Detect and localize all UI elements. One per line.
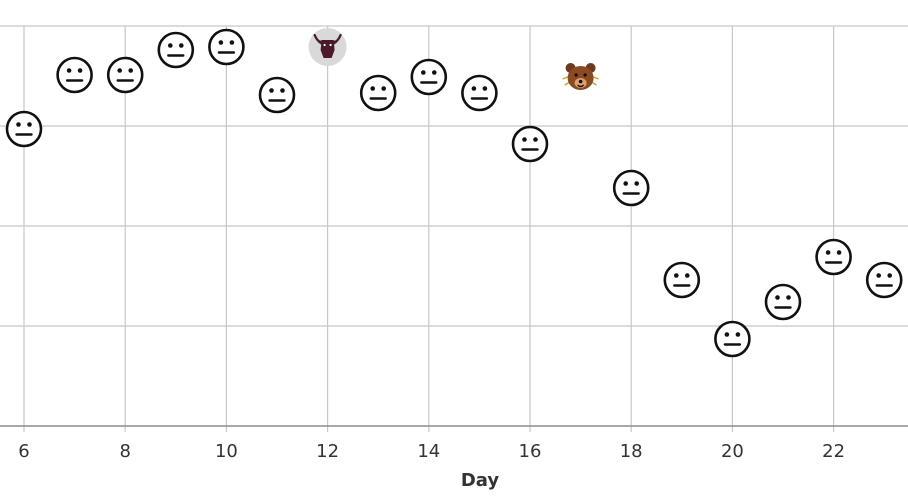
face-eye: [825, 250, 831, 255]
data-point-neutral-face: [106, 56, 144, 94]
face-eye: [218, 40, 224, 45]
face-eye: [775, 295, 780, 300]
data-points: [5, 28, 903, 358]
data-point-neutral-face: [764, 283, 802, 321]
face-outline: [5, 110, 43, 148]
data-point-neutral-face: [410, 58, 448, 96]
face-eye: [876, 273, 881, 278]
data-point-neutral-face: [208, 28, 245, 66]
bull-eye: [323, 43, 326, 47]
face-eye: [786, 295, 791, 300]
data-point-neutral-face: [865, 261, 903, 299]
x-tick-label: 20: [721, 441, 744, 462]
face-eye: [179, 43, 184, 48]
face-outline: [410, 58, 448, 96]
face-eye: [117, 68, 122, 73]
data-point-neutral-face: [815, 238, 852, 276]
face-eye: [533, 137, 538, 142]
face-outline: [157, 31, 195, 69]
face-outline: [461, 74, 498, 112]
data-point-neutral-face: [714, 320, 751, 358]
bull-head: [320, 40, 335, 58]
face-eye: [432, 70, 437, 75]
data-point-neutral-face: [56, 56, 93, 94]
x-tick-label: 10: [215, 441, 238, 462]
face-eye: [381, 86, 386, 91]
bear-mouth: [577, 84, 585, 88]
x-axis-title: Day: [461, 470, 500, 491]
bear-eye: [583, 73, 587, 77]
bull-ears: [317, 41, 338, 45]
face-outline: [764, 283, 802, 321]
face-outline: [612, 169, 650, 207]
face-eye: [887, 273, 892, 278]
face-eye: [16, 122, 21, 127]
face-outline: [663, 261, 701, 299]
data-point-bull: [308, 28, 347, 66]
face-eye: [128, 68, 133, 73]
bear-nose: [578, 79, 583, 84]
x-tick-label: 6: [18, 441, 29, 462]
face-eye: [674, 273, 679, 278]
face-eye: [685, 273, 690, 278]
face-outline: [815, 238, 852, 276]
face-outline: [56, 56, 93, 94]
face-eye: [229, 40, 235, 45]
data-point-neutral-face: [5, 110, 43, 148]
x-tick-label: 18: [620, 441, 643, 462]
face-outline: [359, 74, 397, 112]
face-eye: [724, 332, 730, 337]
data-point-neutral-face: [663, 261, 701, 299]
face-outline: [511, 125, 549, 163]
data-point-neutral-face: [612, 169, 650, 207]
face-outline: [258, 76, 296, 114]
x-tick-label: 14: [417, 441, 440, 462]
face-outline: [865, 261, 903, 299]
face-eye: [482, 86, 488, 91]
data-point-bear: [562, 63, 599, 90]
face-eye: [836, 250, 842, 255]
face-outline: [208, 28, 245, 66]
data-point-neutral-face: [258, 76, 296, 114]
face-eye: [634, 181, 639, 186]
face-eye: [280, 88, 285, 93]
bull-eye: [329, 43, 332, 47]
face-outline: [714, 320, 751, 358]
data-point-neutral-face: [359, 74, 397, 112]
data-point-neutral-face: [461, 74, 498, 112]
x-tick-labels: 6 8 10 12 14 16 18 20 22: [18, 441, 845, 462]
bear-claws: [562, 74, 599, 86]
data-point-neutral-face: [157, 31, 195, 69]
grid: [0, 25, 908, 432]
face-eye: [471, 86, 477, 91]
x-tick-label: 12: [316, 441, 339, 462]
face-eye: [168, 43, 173, 48]
face-eye: [421, 70, 426, 75]
face-eye: [66, 68, 72, 73]
x-tick-label: 8: [119, 441, 130, 462]
x-tick-label: 16: [519, 441, 542, 462]
bear-eye: [574, 73, 578, 77]
face-eye: [623, 181, 628, 186]
face-eye: [735, 332, 741, 337]
x-tick-label: 22: [822, 441, 845, 462]
face-eye: [269, 88, 274, 93]
face-eye: [27, 122, 32, 127]
face-eye: [370, 86, 375, 91]
face-eye: [77, 68, 83, 73]
data-point-neutral-face: [511, 125, 549, 163]
face-outline: [106, 56, 144, 94]
face-eye: [522, 137, 527, 142]
